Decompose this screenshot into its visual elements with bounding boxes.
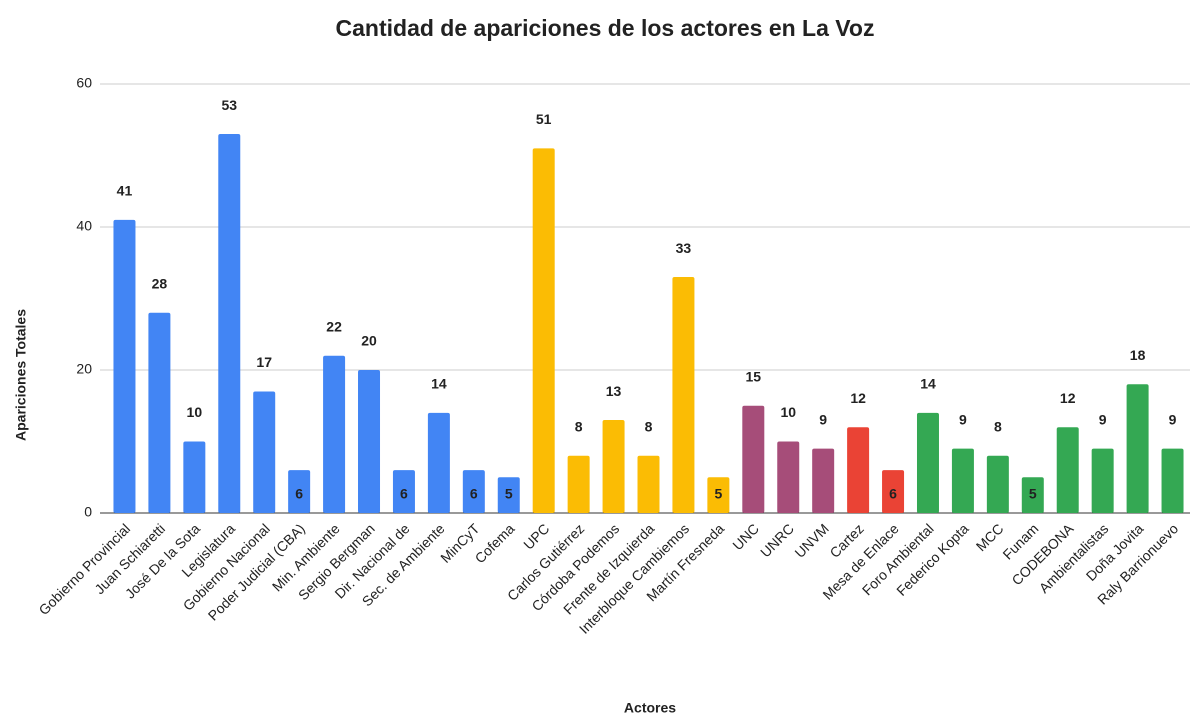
data-label: 5 xyxy=(714,486,722,502)
bar xyxy=(113,219,136,513)
bar xyxy=(986,455,1009,513)
bar xyxy=(602,420,625,513)
chart-title: Cantidad de apariciones de los actores e… xyxy=(336,15,875,41)
data-label: 13 xyxy=(606,383,622,399)
y-tick-label: 60 xyxy=(76,75,92,91)
data-label: 6 xyxy=(470,486,478,502)
data-label: 8 xyxy=(645,419,653,435)
data-label: 12 xyxy=(1060,390,1076,406)
data-label: 9 xyxy=(1169,411,1177,427)
data-label: 12 xyxy=(850,390,866,406)
bar xyxy=(916,412,939,513)
data-label: 41 xyxy=(117,183,133,199)
y-tick-label: 0 xyxy=(84,504,92,520)
data-label: 17 xyxy=(256,354,272,370)
bar xyxy=(672,277,695,513)
data-label: 6 xyxy=(889,486,897,502)
bar xyxy=(358,370,381,513)
data-label: 5 xyxy=(1029,486,1037,502)
bar xyxy=(847,427,870,513)
bar xyxy=(392,470,415,513)
bar xyxy=(427,412,450,513)
x-tick-label: UNRC xyxy=(757,520,797,560)
data-label: 20 xyxy=(361,333,377,349)
data-label: 51 xyxy=(536,111,552,127)
bar xyxy=(567,455,590,513)
data-label: 15 xyxy=(746,368,762,384)
bar xyxy=(637,455,660,513)
data-label: 6 xyxy=(400,486,408,502)
bar xyxy=(882,470,905,513)
bar xyxy=(183,441,206,513)
data-label: 14 xyxy=(920,376,936,392)
data-label: 14 xyxy=(431,376,447,392)
data-label: 33 xyxy=(676,240,692,256)
bar xyxy=(323,355,346,513)
bar xyxy=(1126,384,1149,513)
bar xyxy=(812,448,835,513)
data-label: 8 xyxy=(575,419,583,435)
data-label: 53 xyxy=(221,97,237,113)
data-label: 10 xyxy=(780,404,796,420)
bar xyxy=(1091,448,1114,513)
data-label: 9 xyxy=(1099,411,1107,427)
data-label: 6 xyxy=(295,486,303,502)
y-axis-title: Apariciones Totales xyxy=(13,309,29,441)
bar xyxy=(497,477,520,513)
bar xyxy=(218,134,241,514)
bar xyxy=(1161,448,1184,513)
bar xyxy=(532,148,555,513)
x-axis-title: Actores xyxy=(624,700,676,716)
data-label: 22 xyxy=(326,318,342,334)
bar xyxy=(148,312,171,513)
bar xyxy=(1056,427,1079,513)
data-label: 28 xyxy=(152,276,168,292)
bar xyxy=(253,391,276,513)
data-label: 18 xyxy=(1130,347,1146,363)
y-tick-label: 20 xyxy=(76,361,92,377)
x-tick-label: Cofema xyxy=(472,520,518,566)
data-label: 8 xyxy=(994,419,1002,435)
bar xyxy=(777,441,800,513)
data-label: 9 xyxy=(959,411,967,427)
data-label: 5 xyxy=(505,486,513,502)
data-label: 10 xyxy=(187,404,203,420)
bar xyxy=(951,448,974,513)
bar xyxy=(707,477,730,513)
x-tick-label: UNVM xyxy=(791,520,831,560)
bar xyxy=(742,405,765,513)
bar xyxy=(288,470,311,513)
bar xyxy=(1021,477,1044,513)
bar xyxy=(462,470,485,513)
data-label: 9 xyxy=(819,411,827,427)
y-tick-label: 40 xyxy=(76,218,92,234)
